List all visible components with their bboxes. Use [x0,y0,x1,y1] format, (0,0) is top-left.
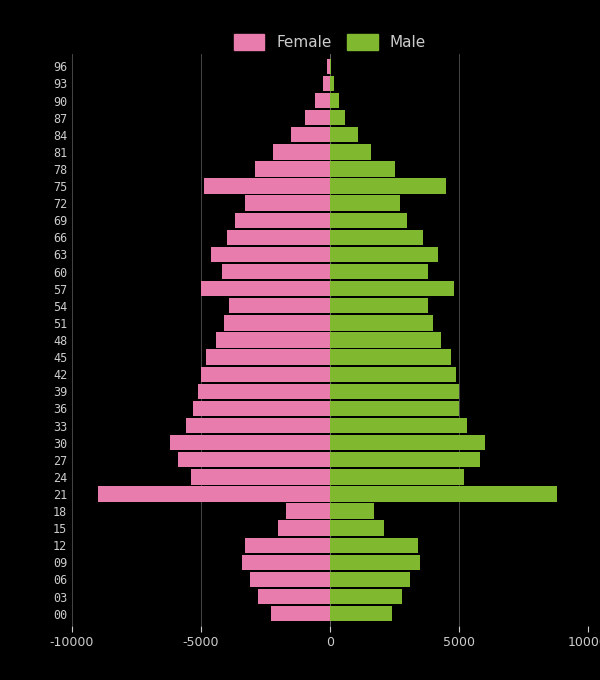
Bar [330,281,454,296]
Bar [235,213,330,228]
Bar [201,281,330,296]
Bar [330,264,428,279]
Bar [323,75,330,91]
Bar [292,127,330,143]
Bar [330,195,400,211]
Bar [330,298,428,313]
Bar [330,435,485,450]
Bar [330,503,374,519]
Bar [98,486,330,502]
Bar [330,75,334,91]
Bar [330,333,441,347]
Bar [203,178,330,194]
Bar [330,486,557,502]
Bar [330,316,433,330]
Bar [255,161,330,177]
Bar [330,452,479,467]
Bar [273,144,330,160]
Bar [286,503,330,519]
Bar [330,589,402,605]
Bar [191,469,330,485]
Bar [330,178,446,194]
Legend: Female, Male: Female, Male [227,28,433,56]
Bar [330,384,459,399]
Bar [193,401,330,416]
Bar [330,213,407,228]
Bar [330,247,439,262]
Bar [221,264,330,279]
Bar [305,110,330,125]
Bar [227,230,330,245]
Bar [271,606,330,622]
Bar [229,298,330,313]
Bar [330,555,420,570]
Bar [250,572,330,587]
Bar [185,418,330,433]
Bar [278,520,330,536]
Bar [170,435,330,450]
Bar [330,93,339,108]
Bar [258,589,330,605]
Bar [199,384,330,399]
Bar [330,58,331,74]
Bar [201,367,330,382]
Bar [330,418,467,433]
Bar [330,367,457,382]
Bar [245,195,330,211]
Bar [330,350,451,364]
Bar [330,572,410,587]
Bar [330,230,423,245]
Bar [330,144,371,160]
Bar [330,469,464,485]
Bar [330,161,395,177]
Bar [330,537,418,553]
Bar [242,555,330,570]
Bar [211,247,330,262]
Bar [330,401,459,416]
Bar [327,58,330,74]
Bar [330,606,392,622]
Bar [314,93,330,108]
Bar [206,350,330,364]
Bar [330,520,384,536]
Bar [178,452,330,467]
Bar [217,333,330,347]
Bar [224,316,330,330]
Bar [245,537,330,553]
Bar [330,127,358,143]
Bar [330,110,346,125]
